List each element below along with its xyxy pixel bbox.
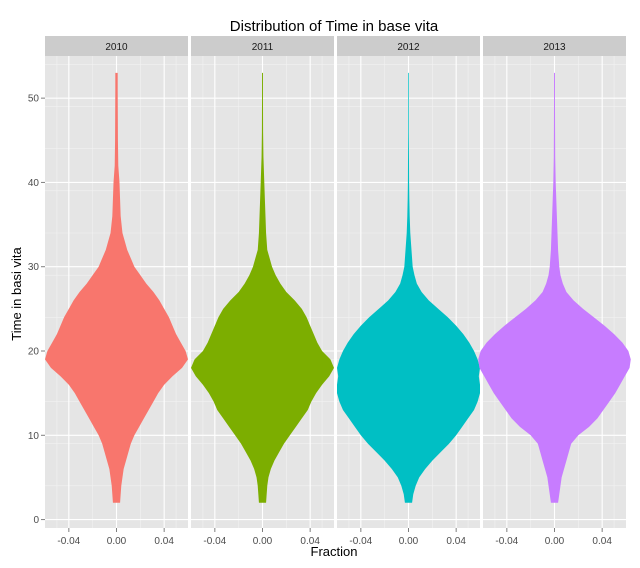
strip-background — [191, 36, 334, 56]
x-tick-label: 0.04 — [446, 536, 466, 547]
x-tick-label: -0.04 — [495, 536, 518, 547]
x-tick-label: 0.00 — [545, 536, 565, 547]
x-tick-label: 0.00 — [399, 536, 419, 547]
x-tick-label: 0.04 — [592, 536, 612, 547]
strip-background — [45, 36, 188, 56]
x-tick-label: -0.04 — [57, 536, 80, 547]
panels: 2010 -0.04 0.00 0.04 2011 -0.04 0.00 0.04 2012 -0… — [45, 36, 631, 547]
strip-label: 2013 — [543, 42, 566, 53]
x-axis-title: Fraction — [311, 544, 358, 559]
y-tick-label: 30 — [28, 262, 40, 273]
strip-background — [483, 36, 626, 56]
y-axis-title: Time in basi vita — [9, 247, 24, 341]
chart-title: Distribution of Time in base vita — [230, 18, 439, 35]
violin-2010 — [45, 72, 188, 503]
strip-label: 2011 — [252, 42, 274, 53]
y-tick-label: 50 — [28, 94, 40, 105]
panel-2011: 2011 -0.04 0.00 0.04 — [191, 36, 334, 547]
violin-2012 — [337, 72, 480, 503]
y-tick-label: 10 — [28, 431, 40, 442]
x-tick-label: 0.04 — [300, 536, 320, 547]
strip-background — [337, 36, 480, 56]
x-tick-label: 0.04 — [154, 536, 174, 547]
y-tick-label: 40 — [28, 178, 40, 189]
x-tick-label: -0.04 — [203, 536, 226, 547]
violin-2011 — [191, 72, 334, 503]
violin-2013 — [478, 72, 631, 503]
strip-label: 2012 — [397, 42, 420, 53]
y-axis: 0 10 20 30 40 50 — [28, 94, 45, 526]
panel-2013: 2013 -0.04 0.00 0.04 — [478, 36, 631, 547]
x-tick-label: -0.04 — [349, 536, 372, 547]
strip-label: 2010 — [105, 42, 128, 53]
panel-2012: 2012 -0.04 0.00 0.04 — [337, 36, 480, 547]
y-tick-label: 0 — [33, 515, 39, 526]
panel-2010: 2010 -0.04 0.00 0.04 — [45, 36, 188, 547]
x-tick-label: 0.00 — [107, 536, 127, 547]
x-tick-label: 0.00 — [253, 536, 273, 547]
y-tick-label: 20 — [28, 347, 40, 358]
